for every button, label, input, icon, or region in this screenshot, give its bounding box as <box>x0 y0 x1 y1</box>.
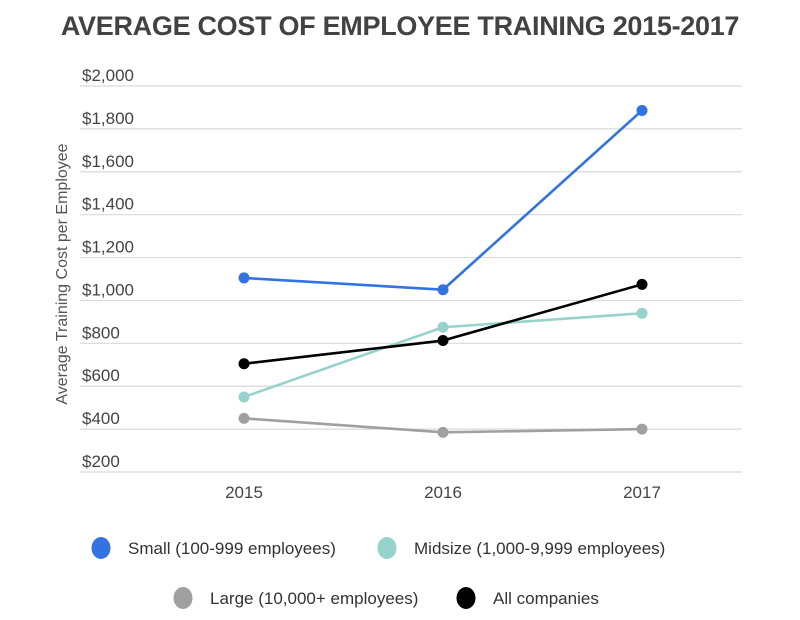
data-point[interactable] <box>238 358 250 370</box>
y-tick-label: $2,000 <box>82 66 134 85</box>
y-tick-label: $200 <box>82 452 120 471</box>
series-lines <box>238 104 648 438</box>
y-axis-ticks: $2,000 $1,800 $1,600 $1,400 $1,200 $1,000 $800… <box>82 66 134 471</box>
legend-label: Small (100-999 employees) <box>128 539 336 558</box>
y-tick-label: $400 <box>82 409 120 428</box>
series-2 <box>238 412 648 438</box>
y-tick-label: $1,000 <box>82 280 134 299</box>
data-point[interactable] <box>238 391 250 403</box>
data-point[interactable] <box>636 423 648 435</box>
legend-item[interactable]: Small (100-999 employees) <box>91 537 336 559</box>
y-tick-label: $1,800 <box>82 109 134 128</box>
legend-label: Midsize (1,000-9,999 employees) <box>414 539 665 558</box>
series-0 <box>238 104 648 296</box>
data-point[interactable] <box>636 278 648 290</box>
legend-marker-icon <box>456 587 476 609</box>
data-point[interactable] <box>437 284 449 296</box>
series-3 <box>238 278 648 370</box>
legend-marker-icon <box>173 587 193 609</box>
y-tick-label: $1,400 <box>82 195 134 214</box>
x-tick-label: 2016 <box>424 483 462 502</box>
y-tick-label: $1,600 <box>82 152 134 171</box>
data-point[interactable] <box>437 426 449 438</box>
series-line <box>243 109 643 292</box>
legend-marker-icon <box>377 537 397 559</box>
legend-item[interactable]: Midsize (1,000-9,999 employees) <box>377 537 666 559</box>
legend: Small (100-999 employees) Midsize (1,000-… <box>91 537 666 609</box>
y-tick-label: $1,200 <box>82 238 134 257</box>
x-axis-ticks: 2015 2016 2017 <box>225 483 661 502</box>
data-point[interactable] <box>437 321 449 333</box>
series-1 <box>238 307 648 403</box>
legend-marker-icon <box>91 537 111 559</box>
x-tick-label: 2015 <box>225 483 263 502</box>
legend-label: Large (10,000+ employees) <box>210 589 418 608</box>
legend-item[interactable]: Large (10,000+ employees) <box>173 587 419 609</box>
legend-item[interactable]: All companies <box>456 587 599 609</box>
legend-label: All companies <box>493 589 599 608</box>
data-point[interactable] <box>636 104 648 116</box>
y-tick-label: $600 <box>82 366 120 385</box>
data-point[interactable] <box>636 307 648 319</box>
chart-title: AVERAGE COST OF EMPLOYEE TRAINING 2015-2… <box>61 11 739 41</box>
data-point[interactable] <box>238 412 250 424</box>
data-point[interactable] <box>238 272 250 284</box>
y-axis-label: Average Training Cost per Employee <box>54 143 71 404</box>
x-tick-label: 2017 <box>623 483 661 502</box>
data-point[interactable] <box>437 335 449 347</box>
y-tick-label: $800 <box>82 323 120 342</box>
